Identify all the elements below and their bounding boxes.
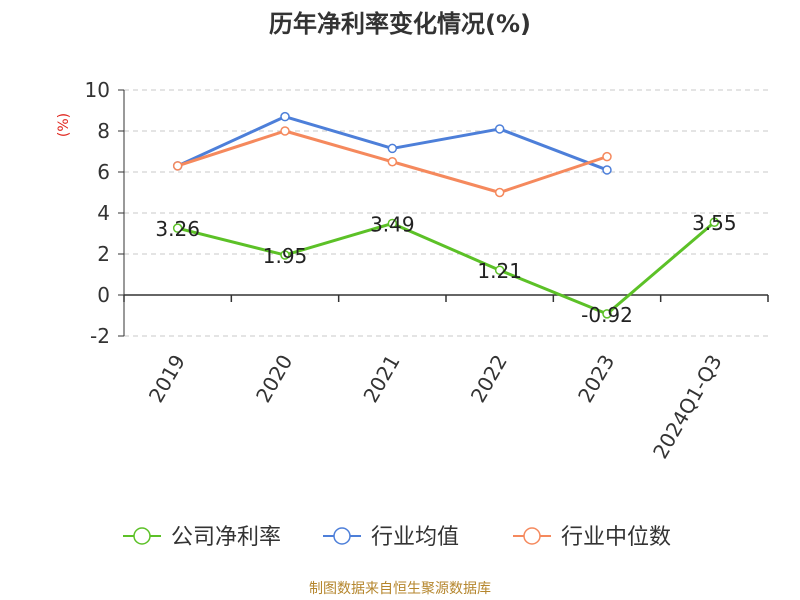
x-tick-label: 2022: [466, 350, 512, 406]
data-point: [494, 124, 505, 134]
data-point: [709, 217, 720, 227]
series-lines: 3.26 1.95 3.49 1.21 -0.92 3.55: [155, 111, 737, 327]
legend: 公司净利率 行业均值 行业中位数: [123, 525, 671, 550]
x-tick-label: 2021: [358, 351, 404, 407]
legend-label: 行业均值: [371, 525, 459, 550]
legend-label: 公司净利率: [171, 525, 281, 550]
y-tick-label: 4: [97, 201, 110, 225]
data-point: [280, 111, 290, 122]
data-label: 1.95: [263, 244, 308, 268]
data-point: [602, 165, 612, 175]
data-label: 3.26: [155, 217, 200, 241]
x-tick-label: 2024Q1-Q3: [648, 351, 727, 463]
x-tick-label: 2020: [251, 351, 297, 407]
data-point: [602, 151, 612, 162]
data-point: [387, 143, 398, 154]
axes: -2 0 2 4 6 8 10 2019 2020 2021 2022 2023 2024Q1-Q3: [85, 78, 769, 463]
data-point: [172, 223, 183, 233]
data-label: 3.55: [692, 211, 737, 235]
data-label: 1.21: [477, 259, 522, 283]
series-line: [177, 221, 716, 316]
y-tick-label: 6: [97, 160, 110, 184]
legend-marker: [523, 527, 541, 545]
y-tick-label: 8: [97, 119, 110, 143]
data-point: [494, 187, 505, 198]
legend-marker: [133, 527, 151, 545]
data-point: [280, 250, 290, 260]
data-point: [280, 126, 290, 136]
data-label: -0.92: [581, 303, 633, 327]
data-point: [387, 157, 398, 167]
data-point: [172, 161, 183, 171]
data-point: [494, 265, 505, 275]
x-tick-label: 2023: [573, 351, 619, 407]
y-tick-label: 10: [85, 78, 110, 102]
data-point: [387, 218, 398, 229]
chart-title: 历年净利率变化情况(%): [269, 10, 531, 38]
y-tick-label: -2: [90, 324, 110, 348]
y-tick-label: 0: [97, 283, 110, 307]
legend-label: 行业中位数: [561, 525, 671, 550]
x-tick-label: 2019: [144, 351, 190, 407]
y-tick-label: 2: [97, 242, 110, 266]
data-point: [602, 309, 612, 319]
source-note: 制图数据来自恒生聚源数据库: [309, 581, 491, 597]
y-axis-label: (%): [56, 113, 72, 137]
data-label: 3.49: [370, 212, 415, 236]
legend-marker: [333, 527, 351, 545]
